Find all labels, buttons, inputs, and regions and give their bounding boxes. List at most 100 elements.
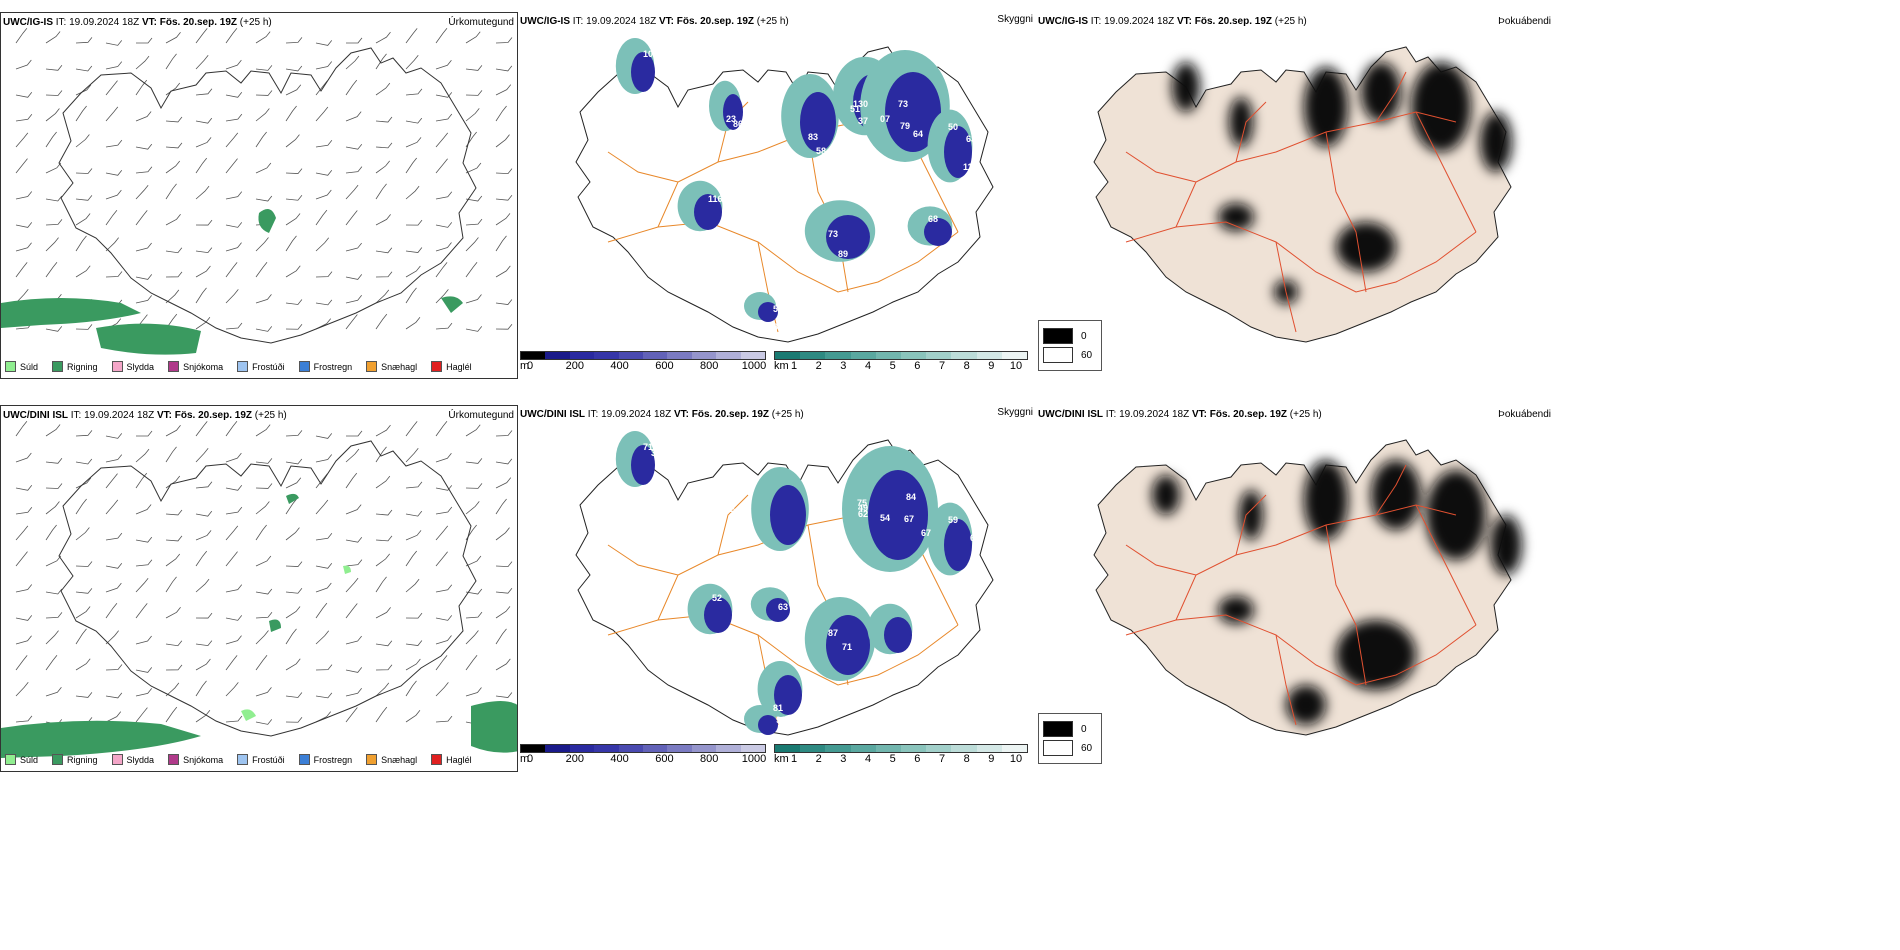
wind-barb bbox=[375, 424, 391, 437]
wind-barb bbox=[405, 117, 423, 124]
wind-barb bbox=[105, 499, 119, 515]
cloud-base-areas bbox=[615, 38, 973, 322]
wind-barb bbox=[435, 158, 448, 174]
wind-barb bbox=[315, 80, 328, 96]
fog-legend-label: 0 bbox=[1081, 330, 1087, 342]
wind-barb bbox=[315, 40, 333, 46]
cloud-base-label: 63 bbox=[966, 134, 976, 144]
wind-barb bbox=[255, 326, 273, 332]
wind-barb bbox=[225, 655, 238, 671]
road bbox=[1325, 524, 1367, 686]
cloud-base-area bbox=[1490, 515, 1522, 575]
colorbar-tick: 9 bbox=[988, 753, 995, 765]
wind-barb bbox=[15, 655, 28, 671]
wind-barb bbox=[165, 53, 177, 70]
wind-barb bbox=[165, 142, 183, 149]
road bbox=[1235, 101, 1267, 163]
param-label: Skyggni bbox=[997, 14, 1033, 25]
wind-barb bbox=[195, 550, 208, 567]
wind-barb bbox=[465, 424, 481, 437]
cloud-base-label: 64 bbox=[913, 129, 923, 139]
cloud-base-label: 105 bbox=[967, 561, 982, 571]
wind-barb bbox=[45, 555, 62, 567]
legend-swatch bbox=[168, 754, 180, 765]
cloud-base-label: 62 bbox=[858, 509, 868, 519]
wind-barb bbox=[435, 113, 453, 122]
wind-barb bbox=[345, 242, 362, 252]
wind-barb bbox=[255, 237, 269, 252]
wind-barb bbox=[225, 485, 243, 491]
precip-legend: Súld Rigning Slydda Snjókoma Frostúði Frostre… bbox=[5, 361, 472, 372]
legend-item: Frostregn bbox=[298, 361, 352, 372]
height-colorbar: m 0 200 400 600 800 1000 bbox=[520, 351, 770, 375]
colorbar-step bbox=[667, 352, 692, 359]
wind-barb bbox=[135, 37, 153, 44]
wind-barb bbox=[15, 525, 29, 541]
colorbar-step bbox=[775, 352, 801, 359]
wind-barb bbox=[135, 448, 150, 463]
cloud-base-label: 68 bbox=[928, 214, 938, 224]
colorbar-tick: 8 bbox=[963, 753, 970, 765]
wind-barb bbox=[75, 37, 93, 44]
cloud-base-label: 07 bbox=[880, 114, 890, 124]
wind-barb bbox=[195, 265, 211, 278]
wind-barb bbox=[435, 222, 453, 228]
wind-barb bbox=[405, 287, 417, 304]
wind-barb bbox=[165, 160, 181, 174]
wind-barb bbox=[435, 289, 449, 304]
wind-barb bbox=[465, 237, 479, 252]
road bbox=[1275, 634, 1297, 726]
wind-barb bbox=[135, 707, 148, 723]
cloud-base-label: 403 bbox=[816, 525, 831, 535]
legend-swatch bbox=[111, 754, 123, 765]
wind-barb bbox=[285, 628, 297, 645]
cloud-base-label: 37 bbox=[858, 116, 868, 126]
cloud-base-label: 87 bbox=[828, 628, 838, 638]
wind-barb bbox=[105, 664, 123, 671]
wind-barb bbox=[285, 65, 303, 72]
cloud-base-area bbox=[758, 715, 778, 735]
wind-barb bbox=[45, 424, 61, 437]
colorbar-step bbox=[800, 745, 826, 752]
wind-barb bbox=[345, 536, 363, 543]
legend-item: Súld bbox=[5, 361, 38, 372]
cloud-base-label: 83 bbox=[808, 132, 818, 142]
precip-map bbox=[1, 27, 513, 355]
road bbox=[607, 221, 959, 293]
road bbox=[1415, 111, 1477, 233]
colorbar-step bbox=[875, 745, 901, 752]
fog-legend-row: 60 bbox=[1043, 347, 1097, 363]
wind-barb bbox=[285, 105, 297, 122]
wind-barb bbox=[135, 430, 153, 437]
wind-barb bbox=[15, 27, 28, 44]
wind-barb bbox=[45, 588, 63, 595]
wind-barb bbox=[255, 687, 272, 697]
wind-barb bbox=[45, 612, 63, 619]
wind-barb bbox=[285, 265, 301, 278]
wind-barb bbox=[75, 628, 87, 645]
wind-barb bbox=[75, 692, 93, 698]
wind-barb bbox=[315, 433, 333, 439]
road bbox=[607, 151, 679, 183]
wind-barb bbox=[135, 577, 149, 593]
iceland-outline bbox=[58, 47, 477, 344]
wind-barb bbox=[165, 82, 181, 96]
colorbar-step bbox=[1001, 745, 1027, 752]
wind-barb bbox=[495, 84, 512, 96]
wind-barb bbox=[435, 60, 452, 70]
wind-barb bbox=[255, 719, 273, 725]
colorbar-step bbox=[594, 745, 619, 752]
wind-barb bbox=[75, 658, 91, 671]
wind-barb bbox=[285, 195, 303, 201]
wind-barb bbox=[75, 134, 90, 148]
wind-barb bbox=[105, 602, 118, 619]
wind-barb bbox=[435, 242, 452, 252]
wind-barb bbox=[495, 168, 513, 175]
colorbar-step bbox=[521, 352, 546, 359]
cloud-base-label: 90 bbox=[770, 209, 780, 219]
cloud-base-label: 67 bbox=[921, 528, 931, 538]
colorbar-step bbox=[569, 745, 595, 752]
